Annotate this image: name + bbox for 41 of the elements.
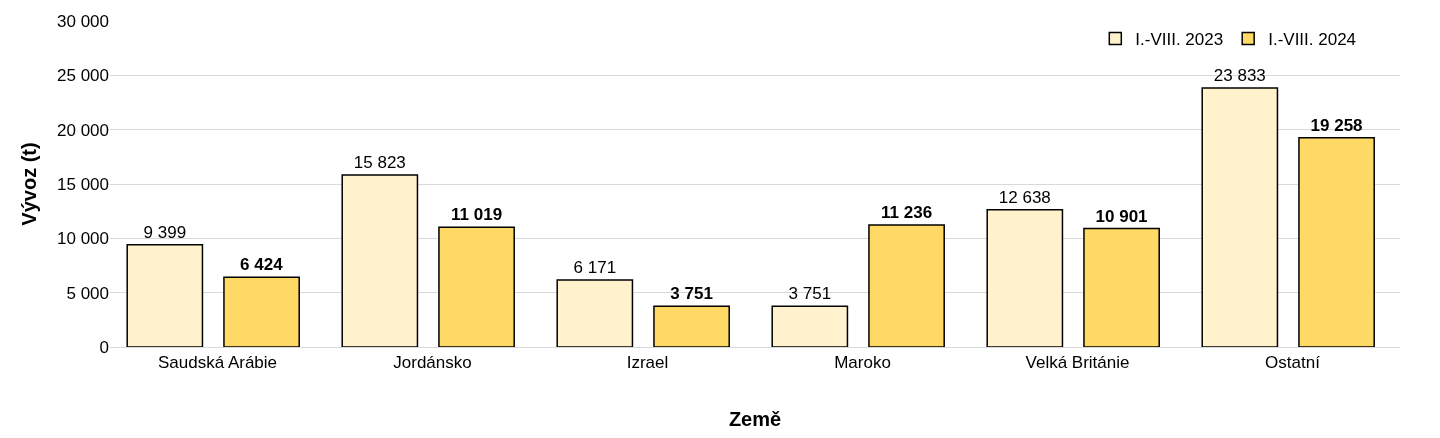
x-tick-label: Jordánsko xyxy=(393,353,472,373)
y-tick-label: 5 000 xyxy=(66,283,109,303)
data-label: 9 399 xyxy=(143,222,187,242)
bar xyxy=(126,244,204,347)
data-label: 6 424 xyxy=(240,255,284,275)
y-tick-label: 15 000 xyxy=(57,174,109,194)
data-label: 19 258 xyxy=(1310,115,1363,135)
bar xyxy=(868,224,945,347)
data-label: 12 638 xyxy=(998,187,1051,207)
y-tick-label: 25 000 xyxy=(57,66,109,86)
bar xyxy=(771,305,849,347)
x-tick-label: Maroko xyxy=(834,353,891,373)
bar xyxy=(1298,136,1375,347)
data-label: 11 236 xyxy=(881,202,933,222)
bar xyxy=(653,305,730,347)
x-tick-label: Ostatní xyxy=(1265,353,1321,373)
legend-label: I.-VIII. 2023 xyxy=(1135,30,1224,50)
data-label: 6 171 xyxy=(573,257,617,277)
data-label: 23 833 xyxy=(1213,66,1266,86)
bar xyxy=(1201,87,1279,347)
bar xyxy=(341,174,419,347)
bar xyxy=(1083,227,1160,347)
y-tick-label: 20 000 xyxy=(57,120,109,140)
legend-label: I.-VIII. 2024 xyxy=(1268,30,1357,50)
bar xyxy=(438,226,515,347)
y-axis-title: Vývoz (t) xyxy=(17,142,40,226)
y-tick-label: 10 000 xyxy=(57,229,109,249)
data-label: 10 901 xyxy=(1095,206,1148,226)
data-label: 3 751 xyxy=(670,284,713,304)
x-tick-label: Izrael xyxy=(626,353,669,373)
bar xyxy=(556,279,634,347)
x-axis-title: Země xyxy=(728,407,782,430)
y-tick-label: 30 000 xyxy=(57,11,109,31)
y-tick-label: 0 xyxy=(99,337,109,357)
data-label: 15 823 xyxy=(353,153,406,173)
x-tick-label: Velká Británie xyxy=(1025,353,1130,373)
bar xyxy=(986,208,1064,347)
x-tick-label: Saudská Arábie xyxy=(157,353,278,373)
bar xyxy=(223,276,300,347)
data-label: 3 751 xyxy=(788,284,832,304)
data-label: 11 019 xyxy=(451,205,503,225)
